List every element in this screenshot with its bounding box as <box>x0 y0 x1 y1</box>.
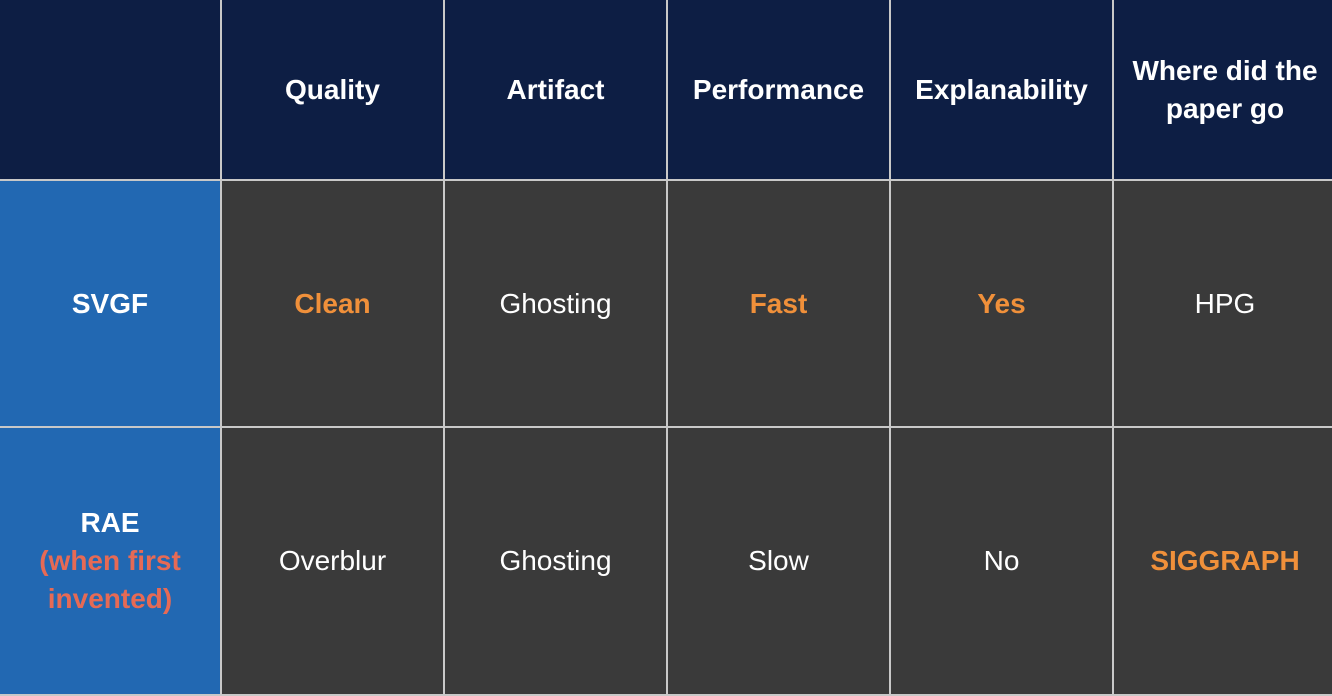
header-explanability: Explanability <box>891 0 1112 179</box>
header-performance: Performance <box>668 0 889 179</box>
cell-value: Yes <box>977 287 1026 319</box>
table-cell: HPG <box>1114 181 1332 426</box>
table-cell: Slow <box>668 428 889 694</box>
table-cell: SIGGRAPH <box>1114 428 1332 694</box>
cell-value: Ghosting <box>499 545 612 577</box>
table-cell: Fast <box>668 181 889 426</box>
row-sublabel: (when first invented) <box>39 545 181 614</box>
row-label: RAE <box>80 507 140 539</box>
cell-value: SIGGRAPH <box>1150 545 1300 577</box>
cell-value: Clean <box>294 287 371 319</box>
header-artifact: Artifact <box>445 0 666 179</box>
row-header-rae: RAE (when first invented) <box>0 428 220 694</box>
row-label: SVGF <box>71 287 149 319</box>
header-quality: Quality <box>222 0 443 179</box>
cell-value: HPG <box>1194 287 1256 319</box>
row-header-svgf: SVGF <box>0 181 220 426</box>
table-cell: Ghosting <box>445 181 666 426</box>
table-cell: No <box>891 428 1112 694</box>
table-cell: Yes <box>891 181 1112 426</box>
cell-value: No <box>983 545 1020 577</box>
cell-value: Fast <box>749 287 808 319</box>
header-where-did-the-paper-go: Where did the paper go <box>1114 0 1332 179</box>
cell-value: Slow <box>748 545 809 577</box>
table-cell: Ghosting <box>445 428 666 694</box>
cell-value: Overblur <box>278 545 387 577</box>
cell-value: Ghosting <box>499 287 612 319</box>
table-cell: Overblur <box>222 428 443 694</box>
header-corner-cell <box>0 0 220 179</box>
table-cell: Clean <box>222 181 443 426</box>
